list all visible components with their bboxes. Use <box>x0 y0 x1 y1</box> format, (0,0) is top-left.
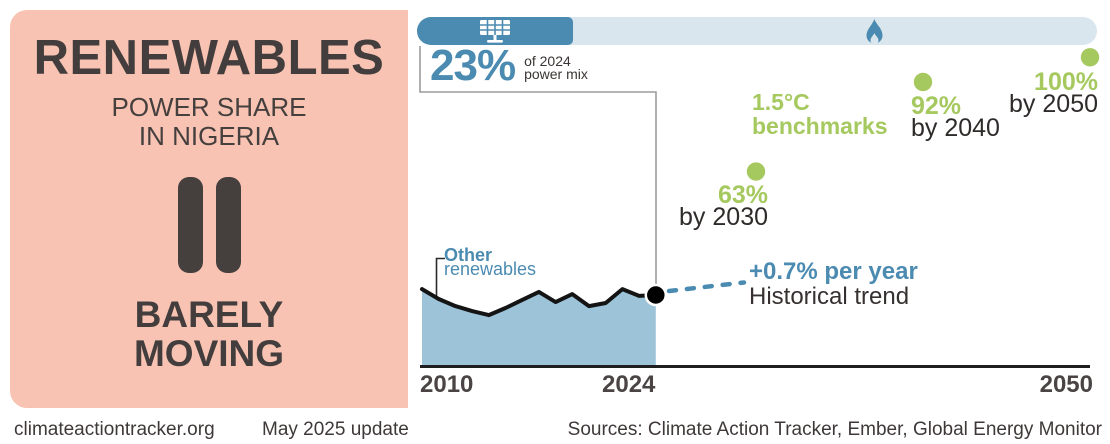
benchmarks-heading: 1.5°C benchmarks <box>752 90 888 138</box>
rating-panel: RENEWABLES POWER SHARE IN NIGERIA BARELY… <box>10 10 408 408</box>
subtitle-line-1: POWER SHARE <box>111 92 307 122</box>
benchmark-2050-value: 100% <box>1034 68 1098 96</box>
power-mix-progress-track <box>417 17 1097 45</box>
benchmark-2030: 63% by 2030 <box>628 181 768 231</box>
pause-bar-left <box>177 177 203 274</box>
pause-bar-right <box>215 177 241 274</box>
current-share-callout: 23% of 2024 power mix <box>430 41 588 90</box>
benchmark-dot-2050 <box>1080 48 1100 67</box>
gas-flame-icon <box>866 19 883 45</box>
x-tick-2050: 2050 <box>1039 371 1093 398</box>
page-title: RENEWABLES <box>33 31 385 85</box>
benchmark-2040-value: 92% <box>911 92 962 120</box>
current-share-caption: of 2024 power mix <box>524 54 588 86</box>
footer-website: climateactiontracker.org <box>14 419 215 440</box>
trend-dashed-line <box>666 280 747 294</box>
benchmark-dot-2030 <box>746 162 766 181</box>
progress-fill <box>417 17 574 45</box>
benchmark-2050-year: by 2050 <box>1009 90 1098 118</box>
rating-line-2: MOVING <box>133 333 285 375</box>
rating-text: BARELY MOVING <box>133 294 285 375</box>
benchmarks-heading-line-2: benchmarks <box>752 113 888 139</box>
trend-rate: +0.7% per year <box>749 258 918 285</box>
solar-panel-icon <box>480 20 511 43</box>
benchmark-2040: 92% by 2040 <box>911 92 1000 142</box>
pause-icon <box>177 177 241 274</box>
trend-annotation: +0.7% per year Historical trend <box>749 259 918 310</box>
caption-line-2: power mix <box>524 66 588 82</box>
series-label-line-2: renewables <box>444 259 537 279</box>
x-tick-2024: 2024 <box>602 371 656 398</box>
benchmark-2030-year: by 2030 <box>679 203 768 231</box>
x-tick-2010: 2010 <box>420 371 474 398</box>
page-subtitle: POWER SHARE IN NIGERIA <box>111 92 307 152</box>
benchmark-dot-2040 <box>913 72 933 92</box>
footer-sources: Sources: Climate Action Tracker, Ember, … <box>567 419 1102 440</box>
series-label: Other renewables <box>444 246 537 279</box>
benchmark-2040-year: by 2040 <box>911 114 1000 142</box>
benchmarks-heading-line-1: 1.5°C <box>752 89 810 115</box>
trend-caption: Historical trend <box>749 283 910 310</box>
current-value-dot <box>644 283 668 307</box>
rating-line-1: BARELY <box>134 294 284 336</box>
benchmark-2050: 100% by 2050 <box>1009 68 1098 118</box>
subtitle-line-2: IN NIGERIA <box>138 121 280 152</box>
history-area-fill <box>422 289 656 366</box>
history-line <box>420 287 658 318</box>
current-share-value: 23% <box>430 41 516 90</box>
benchmark-2030-value: 63% <box>717 181 768 209</box>
footer-update-date: May 2025 update <box>262 419 409 440</box>
